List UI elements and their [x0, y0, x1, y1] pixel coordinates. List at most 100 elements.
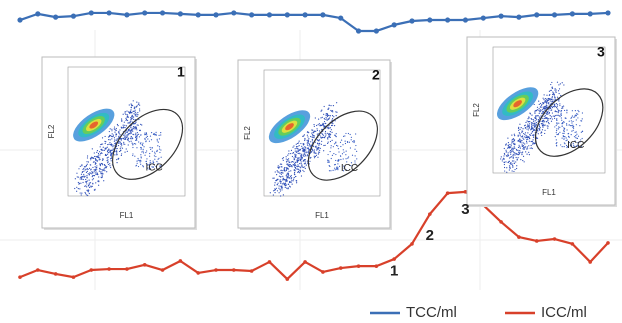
- dot: [304, 147, 306, 149]
- dot: [327, 153, 329, 156]
- dot: [111, 136, 113, 138]
- x-axis-label: FL1: [542, 188, 556, 197]
- dot: [127, 116, 130, 118]
- dot: [134, 134, 136, 136]
- dot: [555, 119, 558, 121]
- dot: [573, 144, 575, 146]
- dot: [294, 161, 297, 164]
- dot: [310, 141, 312, 143]
- dot: [512, 164, 514, 167]
- dot: [509, 151, 511, 153]
- dot: [558, 110, 560, 112]
- dot: [136, 134, 138, 136]
- dot: [560, 114, 562, 117]
- dot: [503, 163, 505, 166]
- gate: [534, 88, 604, 157]
- dot: [542, 123, 544, 125]
- dot: [354, 160, 356, 162]
- dot: [125, 137, 127, 139]
- dot: [145, 151, 147, 154]
- dot: [321, 109, 323, 111]
- dot: [145, 162, 148, 165]
- dot: [551, 112, 554, 114]
- dot: [294, 173, 296, 176]
- dot: [155, 155, 157, 158]
- dot: [342, 135, 345, 138]
- dot: [523, 132, 525, 135]
- dot: [557, 128, 560, 130]
- dot: [533, 134, 535, 136]
- dot: [559, 103, 561, 105]
- dot: [511, 140, 513, 142]
- dot: [148, 140, 151, 142]
- dot: [296, 182, 298, 184]
- dot: [302, 149, 305, 151]
- dot: [289, 161, 291, 164]
- data-point: [106, 10, 112, 16]
- dot: [86, 186, 88, 188]
- dot: [336, 111, 338, 113]
- dot: [299, 169, 301, 171]
- dot: [510, 156, 512, 158]
- dot: [321, 140, 323, 142]
- dot: [296, 161, 298, 163]
- dot: [523, 138, 525, 140]
- dot: [122, 126, 125, 128]
- dot: [503, 147, 505, 150]
- dot: [337, 169, 339, 171]
- dot: [95, 155, 97, 158]
- dot: [529, 133, 531, 136]
- dot: [137, 133, 140, 135]
- dot: [280, 187, 282, 189]
- dot: [337, 167, 339, 169]
- dot: [319, 124, 322, 126]
- dot: [101, 152, 103, 154]
- legend-label: TCC/ml: [406, 304, 457, 321]
- dot: [544, 105, 546, 108]
- dot: [277, 171, 279, 173]
- dot: [127, 139, 129, 141]
- dot: [115, 133, 117, 135]
- dot: [563, 84, 565, 86]
- dot: [561, 125, 563, 127]
- dot: [528, 154, 530, 156]
- dot: [132, 110, 134, 112]
- dot: [563, 146, 565, 148]
- dot: [300, 161, 302, 163]
- dot: [555, 91, 557, 93]
- dot: [331, 124, 333, 126]
- dot: [331, 110, 334, 112]
- dot: [98, 159, 100, 161]
- dot: [88, 184, 90, 186]
- dot: [570, 143, 572, 146]
- dot: [85, 171, 88, 173]
- dot: [121, 127, 123, 129]
- dot: [277, 178, 279, 180]
- dot: [333, 143, 336, 145]
- dot: [539, 106, 542, 108]
- dot: [86, 163, 88, 165]
- dot: [304, 159, 306, 161]
- dot: [576, 145, 578, 147]
- dot: [294, 148, 296, 150]
- dot: [308, 149, 310, 151]
- dot: [140, 123, 142, 125]
- dot: [326, 113, 328, 115]
- dot: [90, 159, 92, 161]
- dot: [333, 125, 336, 127]
- dot: [120, 143, 123, 145]
- dot: [313, 137, 315, 139]
- dot: [534, 111, 536, 113]
- dot: [579, 125, 581, 127]
- dot: [527, 138, 529, 140]
- dot: [539, 102, 542, 105]
- data-point: [124, 12, 130, 18]
- dot: [132, 146, 134, 149]
- dot: [107, 136, 110, 138]
- dot: [294, 166, 297, 169]
- dot: [285, 156, 287, 158]
- dot: [156, 138, 158, 140]
- dot: [331, 115, 334, 117]
- annotation: 1: [390, 262, 398, 279]
- dot: [538, 103, 540, 106]
